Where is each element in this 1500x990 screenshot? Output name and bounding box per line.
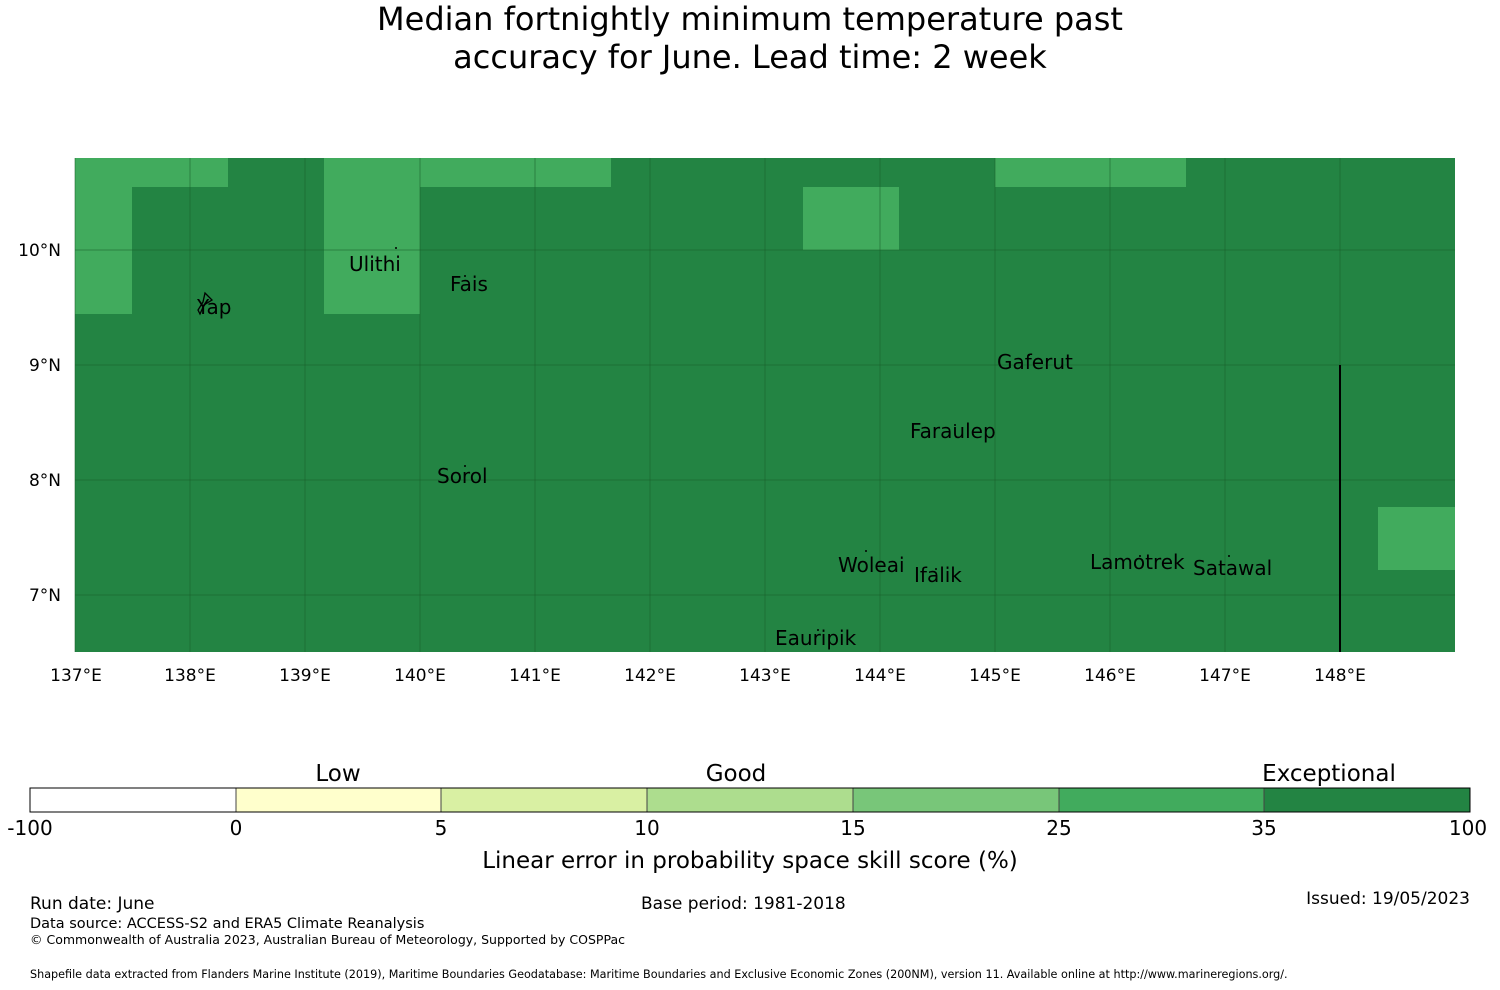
x-tick-label: 140°E	[394, 666, 446, 686]
place-labels: Ulithi Yap Fais Gaferut Faraulep Sorol W…	[196, 252, 1272, 650]
x-tick-label: 137°E	[50, 666, 102, 686]
colorbar-tick: -100	[7, 816, 52, 840]
category-low: Low	[315, 761, 360, 787]
x-tick-label: 148°E	[1314, 666, 1366, 686]
colorbar-tick: 15	[840, 816, 865, 840]
place-label-woleai: Woleai	[838, 553, 905, 577]
place-label-satawal: Satawal	[1193, 556, 1272, 580]
base-period: Base period: 1981-2018	[641, 894, 846, 914]
skill-cell-very-good	[324, 158, 420, 314]
colorbar-tick: 100	[1449, 816, 1487, 840]
island-faraulep	[954, 424, 956, 426]
place-label-ulithi: Ulithi	[349, 252, 401, 276]
colorbar-bin-10-15	[647, 788, 853, 812]
category-exceptional: Exceptional	[1262, 761, 1396, 787]
title-line-2: accuracy for June. Lead time: 2 week	[453, 38, 1047, 76]
island-gaferut	[1028, 354, 1030, 356]
colorbar-tick-labels: -100 0 5 10 15 25 35 100	[7, 816, 1487, 840]
x-tick-label: 139°E	[279, 666, 331, 686]
run-date: Run date: June	[30, 894, 155, 914]
island-ulithi	[395, 247, 397, 249]
island-eauripik	[817, 629, 819, 631]
skill-cell-very-good	[995, 158, 1186, 187]
skill-cell-very-good	[1378, 507, 1455, 570]
island-satawal	[1228, 555, 1230, 557]
category-good: Good	[706, 761, 767, 787]
colorbar-bin-15-25	[853, 788, 1059, 812]
skill-cell-very-good	[75, 158, 228, 187]
colorbar-bin-neg100-0	[30, 788, 236, 812]
place-label-sorol: Sorol	[437, 464, 488, 488]
colorbar-tick: 25	[1046, 816, 1071, 840]
colorbar-tick: 10	[634, 816, 659, 840]
island-markers	[197, 247, 1230, 631]
colorbar-bin-35-100	[1264, 788, 1470, 812]
issued-date: Issued: 19/05/2023	[1306, 889, 1470, 909]
x-tick-label: 145°E	[969, 666, 1021, 686]
colorbar: Low Good Exceptional -100 0 5 10 15 25 3…	[7, 761, 1487, 874]
y-tick-label: 7°N	[29, 586, 61, 606]
x-tick-label: 143°E	[739, 666, 791, 686]
data-source: Data source: ACCESS-S2 and ERA5 Climate …	[30, 916, 425, 932]
place-label-lamotrek: Lamotrek	[1090, 550, 1185, 574]
x-tick-label: 147°E	[1199, 666, 1251, 686]
graticule	[74, 158, 1455, 652]
place-label-faraulep: Faraulep	[910, 419, 996, 443]
place-label-eauripik: Eauripik	[775, 626, 857, 650]
place-label-gaferut: Gaferut	[997, 350, 1073, 374]
x-tick-label: 142°E	[624, 666, 676, 686]
map-title: Median fortnightly minimum temperature p…	[0, 0, 1500, 76]
island-woleai	[865, 550, 867, 552]
island-lamotrek	[1139, 555, 1141, 557]
colorbar-categories: Low Good Exceptional	[315, 761, 1395, 787]
place-label-yap: Yap	[196, 295, 231, 319]
colorbar-tick: 0	[230, 816, 243, 840]
y-axis-labels: 10°N 9°N 8°N 7°N	[18, 241, 61, 606]
colorbar-axis-label: Linear error in probability space skill …	[482, 848, 1018, 874]
island-sorol	[464, 465, 466, 467]
colorbar-tick: 35	[1251, 816, 1276, 840]
skill-cell-very-good	[420, 158, 611, 187]
colorbar-bin-25-35	[1059, 788, 1264, 812]
colorbar-bin-5-10	[441, 788, 647, 812]
x-tick-label: 141°E	[509, 666, 561, 686]
island-ifalik	[935, 568, 937, 570]
x-tick-label: 138°E	[164, 666, 216, 686]
place-label-fais: Fais	[450, 272, 488, 296]
colorbar-bin-0-5	[236, 788, 441, 812]
copyright-notice: © Commonwealth of Australia 2023, Austra…	[30, 932, 625, 947]
y-tick-label: 9°N	[29, 356, 61, 376]
colorbar-tick: 5	[435, 816, 448, 840]
colorbar-outline	[29, 787, 1471, 813]
x-tick-label: 144°E	[854, 666, 906, 686]
place-label-ifalik: Ifalik	[914, 563, 962, 587]
y-tick-label: 8°N	[29, 471, 61, 491]
island-fais	[464, 275, 466, 277]
x-axis-labels: 137°E 138°E 139°E 140°E 141°E 142°E 143°…	[50, 666, 1366, 686]
island-yap	[197, 291, 214, 316]
shapefile-credit: Shapefile data extracted from Flanders M…	[30, 968, 1288, 981]
title-line-1: Median fortnightly minimum temperature p…	[377, 0, 1123, 38]
skill-cell-very-good	[803, 187, 899, 250]
x-tick-label: 146°E	[1084, 666, 1136, 686]
colorbar-dividers	[235, 788, 1265, 812]
y-tick-label: 10°N	[18, 241, 61, 261]
